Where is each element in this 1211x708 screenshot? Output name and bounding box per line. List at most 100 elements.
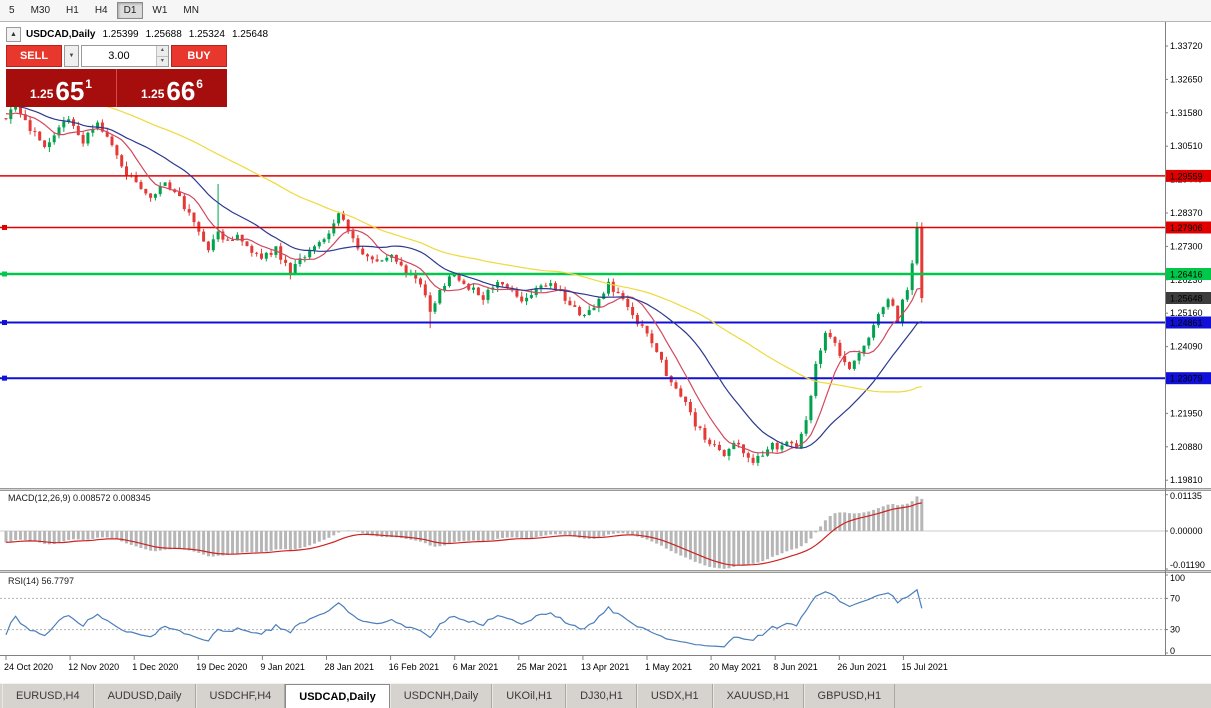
panel-separator[interactable] [0,570,1211,573]
chart-background [0,22,1211,683]
moving-average-55 [5,75,922,393]
date-axis: 24 Oct 2020 12 Nov 2020 1 Dec 2020 19 Dec 2… [4,656,948,672]
macd-histogram [4,496,924,569]
svg-text:1.27906: 1.27906 [1170,223,1203,233]
chart-tabs-bar: EURUSD,H4 AUDUSD,Daily USDCHF,H4 USDCAD,Dai… [0,683,1211,708]
svg-text:0: 0 [1170,646,1175,656]
tab-USDCAD-Daily[interactable]: USDCAD,Daily [285,684,390,708]
timeframe-button-M30[interactable]: M30 [30,5,51,16]
timeframe-button-W1[interactable]: W1 [152,5,168,16]
svg-text:8 Jun 2021: 8 Jun 2021 [773,662,818,672]
buy-button[interactable]: BUY [171,45,227,67]
price-axis-badges: 1.29559 1.27906 1.26416 1.24861 1.23079 1.256… [1166,169,1211,385]
horizontal-price-lines[interactable] [0,175,1165,381]
sell-price-prefix: 1.25 [30,87,54,101]
sell-price-pip: 1 [85,77,92,91]
svg-text:15 Jul 2021: 15 Jul 2021 [901,662,948,672]
svg-text:100: 100 [1170,573,1185,583]
volume-decrease-button[interactable]: ▾ [156,56,168,66]
candles [4,97,924,466]
svg-text:20 May 2021: 20 May 2021 [709,662,761,672]
trade-price-row: 1.25 65 1 1.25 66 6 [6,69,227,107]
svg-text:12 Nov 2020: 12 Nov 2020 [68,662,119,672]
tab-DJ30-H1[interactable]: DJ30,H1 [566,684,637,708]
rsi-line [5,588,923,648]
moving-average-21 [5,103,923,449]
buy-price-big: 66 [166,76,196,106]
svg-text:0.01135: 0.01135 [1170,491,1202,501]
trade-controls-row: SELL ▼ ▴ ▾ BUY [6,45,227,67]
timeframe-toolbar: 5 M30 H1 H4 D1 W1 MN [0,0,1211,22]
tab-XAUUSD-H1[interactable]: XAUUSD,H1 [712,684,804,708]
svg-text:70: 70 [1170,593,1180,603]
macd-signal-line [5,502,922,566]
macd-indicator-label: MACD(12,26,9) 0.008572 0.008345 [8,493,151,503]
panel-separator[interactable] [0,488,1211,491]
volume-increase-button[interactable]: ▴ [156,46,168,57]
svg-text:1.19810: 1.19810 [1170,475,1203,485]
svg-text:13 Apr 2021: 13 Apr 2021 [581,662,630,672]
tab-USDX-H1[interactable]: USDX,H1 [636,684,713,708]
timeframe-button-H4[interactable]: H4 [94,5,108,16]
timeframe-button-D1[interactable]: D1 [116,2,144,19]
svg-text:28 Jan 2021: 28 Jan 2021 [325,662,375,672]
svg-text:1.23079: 1.23079 [1170,374,1203,384]
svg-text:6 Mar 2021: 6 Mar 2021 [453,662,499,672]
svg-text:19 Dec 2020: 19 Dec 2020 [196,662,247,672]
timeframe-button-5[interactable]: 5 [9,5,15,16]
svg-text:1.30510: 1.30510 [1170,141,1203,151]
volume-field: ▴ ▾ [81,45,169,67]
tab-USDCNH-Daily[interactable]: USDCNH,Daily [389,684,493,708]
svg-text:9 Jan 2021: 9 Jan 2021 [260,662,305,672]
svg-text:26 Jun 2021: 26 Jun 2021 [837,662,887,672]
svg-text:1.31580: 1.31580 [1170,108,1203,118]
volume-dropdown-button[interactable]: ▼ [64,45,79,67]
svg-text:1.33720: 1.33720 [1170,41,1203,51]
svg-text:16 Feb 2021: 16 Feb 2021 [389,662,440,672]
ohlc-open: 1.25399 [102,29,139,40]
svg-text:1.29559: 1.29559 [1170,171,1203,181]
svg-text:1.25648: 1.25648 [1170,294,1203,304]
moving-average-8 [5,112,922,455]
svg-text:1.20880: 1.20880 [1170,442,1203,452]
svg-text:1.28370: 1.28370 [1170,208,1203,218]
sell-price-big: 65 [55,76,85,106]
svg-text:1 Dec 2020: 1 Dec 2020 [132,662,178,672]
svg-text:1.27300: 1.27300 [1170,241,1203,251]
svg-text:1.32650: 1.32650 [1170,74,1203,84]
svg-text:30: 30 [1170,625,1180,635]
tab-EURUSD-H4[interactable]: EURUSD,H4 [2,684,94,708]
chart-canvas[interactable]: 1.337201.326501.315801.305101.294401.283… [0,22,1211,683]
symbol-label: USDCAD,Daily [26,29,96,40]
buy-price-prefix: 1.25 [141,87,165,101]
ohlc-close: 1.25648 [231,29,269,40]
svg-text:1.26416: 1.26416 [1170,270,1203,280]
tab-AUDUSD-Daily[interactable]: AUDUSD,Daily [93,684,196,708]
buy-price-display[interactable]: 1.25 66 6 [117,69,227,107]
timeframe-button-H1[interactable]: H1 [66,5,79,16]
chart-region: 1.337201.326501.315801.305101.294401.283… [0,22,1211,683]
ohlc-high: 1.25688 [145,29,182,40]
svg-text:0.00000: 0.00000 [1170,526,1203,536]
svg-text:1.24090: 1.24090 [1170,342,1203,352]
sell-button[interactable]: SELL [6,45,62,67]
chevron-down-icon: ▼ [68,53,75,59]
chart-ohlc-header: ▲ USDCAD,Daily 1.25399 1.25688 1.25324 1… [6,27,268,42]
tab-GBPUSD-H1[interactable]: GBPUSD,H1 [803,684,896,708]
rsi-indicator-label: RSI(14) 56.7797 [8,576,75,586]
tab-UKOil-H1[interactable]: UKOil,H1 [492,684,567,708]
svg-text:24 Oct 2020: 24 Oct 2020 [4,662,53,672]
sell-price-display[interactable]: 1.25 65 1 [6,69,117,107]
timeframe-button-MN[interactable]: MN [183,5,199,16]
tab-USDCHF-H4[interactable]: USDCHF,H4 [195,684,286,708]
svg-text:1.25160: 1.25160 [1170,308,1203,318]
svg-text:-0.01190: -0.01190 [1170,560,1205,570]
buy-price-pip: 6 [196,77,203,91]
collapse-trade-panel-button[interactable]: ▲ [6,27,21,42]
volume-input[interactable] [82,46,156,66]
svg-text:1 May 2021: 1 May 2021 [645,662,692,672]
svg-text:25 Mar 2021: 25 Mar 2021 [517,662,568,672]
svg-text:1.24861: 1.24861 [1170,318,1203,328]
